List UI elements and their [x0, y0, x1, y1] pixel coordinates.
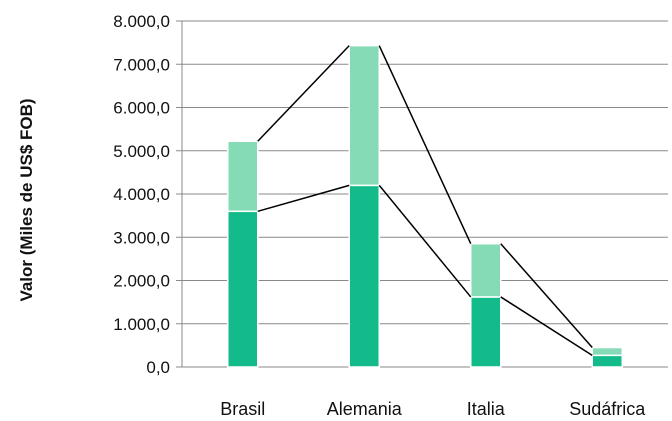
bar-segment-series-1-sudáfrica [591, 354, 623, 368]
y-tick-label: 7.000,0 [113, 55, 170, 74]
bar-segment-series-1-alemania [348, 184, 380, 368]
bar-segment-series-2-brasil [227, 140, 259, 213]
x-category-label: Sudáfrica [569, 399, 646, 419]
x-category-label: Italia [467, 399, 506, 419]
gridlines [176, 20, 668, 368]
series-line-2 [257, 45, 350, 142]
series-line-2 [378, 45, 472, 245]
x-category-label: Alemania [327, 399, 403, 419]
series-line-2 [500, 243, 593, 349]
y-tick-label: 5.000,0 [113, 142, 170, 161]
bars [227, 44, 623, 368]
y-tick-label: 0,0 [146, 358, 170, 377]
y-tick-label: 6.000,0 [113, 99, 170, 118]
y-tick-label: 1.000,0 [113, 315, 170, 334]
x-axis-category-labels: Brasil Alemania Italia Sudáfrica [220, 399, 646, 419]
series-line-1 [257, 184, 350, 213]
series-lines [257, 45, 593, 356]
bar-segment-series-1-brasil [227, 210, 259, 368]
y-tick-label: 2.000,0 [113, 272, 170, 291]
series-line-1 [378, 184, 472, 298]
y-tick-label: 4.000,0 [113, 185, 170, 204]
bar-segment-series-2-sudáfrica [591, 346, 623, 357]
series-line-1 [500, 296, 593, 356]
bar-segment-series-2-italia [470, 242, 502, 298]
y-tick-label: 8.000,0 [113, 12, 170, 31]
bar-segment-series-1-italia [470, 296, 502, 368]
y-axis-tick-labels: 0,0 1.000,0 2.000,0 3.000,0 4.000,0 5.000,0 6.… [113, 12, 170, 377]
x-category-label: Brasil [220, 399, 265, 419]
y-axis-title: Valor (Miles de US$ FOB) [17, 98, 36, 301]
y-tick-label: 3.000,0 [113, 228, 170, 247]
bar-segment-series-2-alemania [348, 44, 380, 187]
